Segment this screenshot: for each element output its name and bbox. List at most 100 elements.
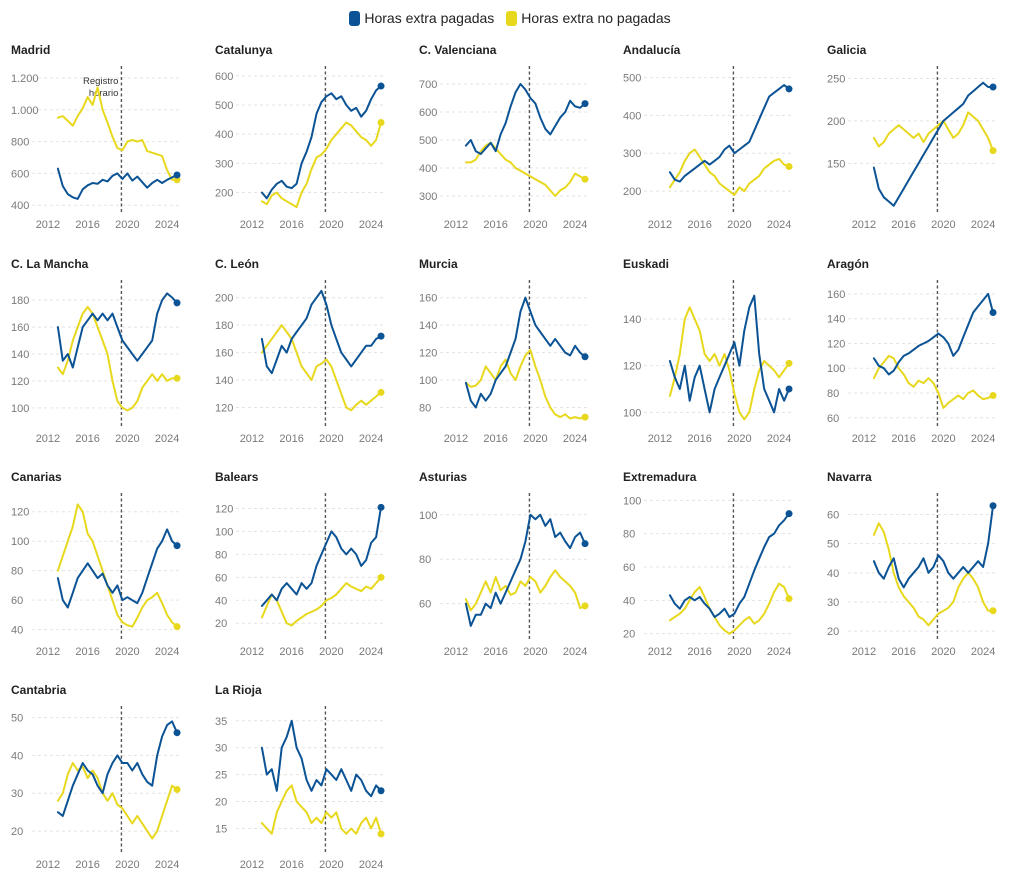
y-tick-label: 50 [11, 713, 23, 725]
y-tick-label: 20 [215, 618, 227, 630]
legend-label-unpaid: Horas extra no pagadas [521, 10, 671, 26]
y-tick-label: 400 [11, 200, 29, 212]
panel-catalunya: Catalunya 200 300 400 500 600 2012 2016 2020 2024 [215, 43, 386, 231]
y-tick-label: 140 [11, 349, 29, 361]
y-tick-label: 20 [215, 797, 227, 809]
x-tick-label: 2016 [891, 433, 915, 445]
x-tick-label: 2024 [971, 219, 995, 231]
x-tick-label: 2012 [36, 433, 60, 445]
y-tick-label: 20 [623, 629, 635, 641]
x-tick-label: 2016 [687, 646, 711, 658]
y-tick-label: 80 [623, 529, 635, 541]
y-tick-label: 100 [623, 407, 641, 419]
y-tick-label: 25 [215, 770, 227, 782]
x-tick-label: 2024 [359, 646, 383, 658]
y-tick-label: 400 [215, 129, 233, 141]
series-paid-endpoint-andalucia [785, 85, 793, 93]
x-tick-label: 2024 [359, 219, 383, 231]
x-tick-label: 2024 [563, 219, 587, 231]
y-tick-label: 60 [623, 562, 635, 574]
series-paid-endpoint-asturias [581, 540, 589, 548]
x-tick-label: 2020 [931, 646, 955, 658]
panel-andalucia: Andalucía 200 300 400 500 2012 2016 2020 2024 [623, 43, 794, 231]
series-unpaid-line-asturias [464, 569, 586, 612]
series-unpaid-line-navarra [872, 522, 994, 627]
series-unpaid-line-murcia [464, 348, 586, 420]
x-tick-label: 2020 [523, 646, 547, 658]
x-tick-label: 2020 [931, 219, 955, 231]
x-tick-label: 2020 [727, 219, 751, 231]
x-tick-label: 2016 [279, 219, 303, 231]
y-tick-label: 100 [419, 510, 437, 522]
series-paid-endpoint-aragon [989, 308, 997, 316]
series-paid-endpoint-canarias [173, 542, 181, 550]
series-paid-line-cantabria [56, 720, 178, 817]
x-tick-label: 2024 [155, 219, 179, 231]
legend-label-paid: Horas extra pagadas [364, 10, 495, 26]
x-tick-label: 2016 [483, 646, 507, 658]
panel-murcia: Murcia 80 100 120 140 160 2012 2016 2020 2024 [419, 257, 590, 445]
series-unpaid-endpoint-asturias [581, 602, 589, 610]
panel-title-galicia: Galicia [827, 43, 867, 57]
y-tick-label: 20 [827, 626, 839, 638]
series-unpaid-endpoint-euskadi [785, 359, 793, 367]
legend-swatch-unpaid [506, 10, 518, 26]
panel-title-madrid: Madrid [11, 43, 50, 57]
y-tick-label: 140 [623, 314, 641, 326]
panel-balears: Balears 20 40 60 80 100 120 2012 2016 2020 2024 [215, 470, 386, 658]
series-paid-line-asturias [464, 513, 586, 627]
panel-c-leon: C. León 120 140 160 180 200 2012 2016 2020 2024 [215, 257, 386, 445]
panel-cantabria: Cantabria 20 30 40 50 2012 2016 2020 2024 [11, 683, 182, 871]
x-tick-label: 2016 [75, 433, 99, 445]
x-tick-label: 2020 [115, 859, 139, 871]
x-tick-label: 2012 [444, 433, 468, 445]
y-tick-label: 120 [215, 503, 233, 515]
x-tick-label: 2016 [75, 859, 99, 871]
x-tick-label: 2020 [319, 646, 343, 658]
series-paid-endpoint-catalunya [377, 82, 385, 90]
x-tick-label: 2016 [483, 219, 507, 231]
series-unpaid-endpoint-navarra [989, 607, 997, 615]
x-tick-label: 2016 [75, 219, 99, 231]
y-tick-label: 60 [215, 572, 227, 584]
y-tick-label: 30 [215, 743, 227, 755]
panel-title-c-valenciana: C. Valenciana [419, 43, 497, 57]
panel-asturias: Asturias 60 80 100 2012 2016 2020 2024 [419, 470, 590, 658]
series-unpaid-endpoint-c-valenciana [581, 175, 589, 183]
x-tick-label: 2024 [155, 433, 179, 445]
y-tick-label: 200 [215, 293, 233, 305]
series-paid-endpoint-la-rioja [377, 787, 385, 795]
panel-title-la-rioja: La Rioja [215, 683, 262, 697]
y-tick-label: 400 [623, 110, 641, 122]
y-tick-label: 100 [215, 526, 233, 538]
x-tick-label: 2016 [279, 859, 303, 871]
x-tick-label: 2016 [279, 433, 303, 445]
y-tick-label: 160 [11, 322, 29, 334]
series-unpaid-line-balears [260, 576, 382, 627]
series-paid-line-navarra [872, 504, 994, 589]
series-unpaid-endpoint-balears [377, 573, 385, 581]
series-unpaid-endpoint-extremadura [785, 595, 793, 603]
y-tick-label: 200 [623, 186, 641, 198]
panel-title-asturias: Asturias [419, 470, 467, 484]
y-tick-label: 120 [623, 361, 641, 373]
panel-title-aragon: Aragón [827, 257, 869, 271]
x-tick-label: 2020 [319, 859, 343, 871]
panel-euskadi: Euskadi 100 120 140 2012 2016 2020 2024 [623, 257, 794, 445]
series-paid-endpoint-c-la-mancha [173, 299, 181, 307]
panel-title-c-leon: C. León [215, 257, 259, 271]
y-tick-label: 300 [215, 158, 233, 170]
x-tick-label: 2024 [155, 646, 179, 658]
series-paid-line-andalucia [668, 84, 790, 183]
series-paid-line-c-la-mancha [56, 292, 178, 369]
y-tick-label: 500 [419, 135, 437, 147]
y-tick-label: 40 [11, 625, 23, 637]
series-paid-endpoint-balears [377, 503, 385, 511]
x-tick-label: 2012 [240, 859, 264, 871]
x-tick-label: 2024 [155, 859, 179, 871]
x-tick-label: 2012 [852, 646, 876, 658]
x-tick-label: 2020 [727, 433, 751, 445]
x-tick-label: 2012 [240, 433, 264, 445]
y-tick-label: 500 [623, 73, 641, 85]
y-tick-label: 35 [215, 716, 227, 728]
